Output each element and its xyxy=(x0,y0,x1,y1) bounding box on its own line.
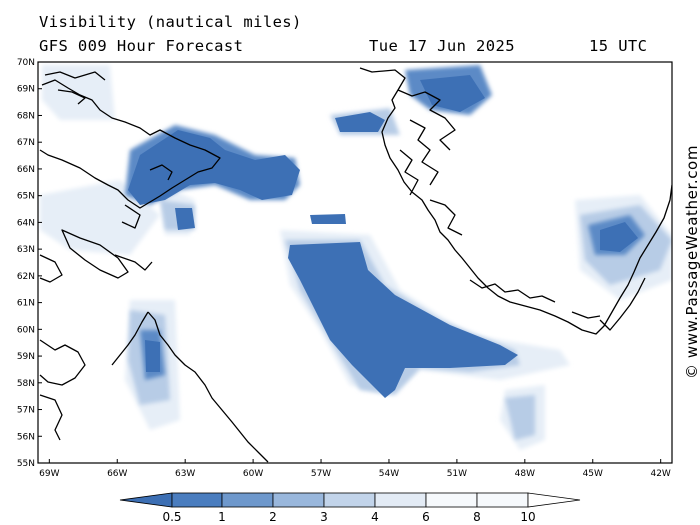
colorbar-label: 2 xyxy=(269,510,277,524)
lon-tick-label: 60W xyxy=(243,469,263,479)
colorbar-label: 4 xyxy=(371,510,379,524)
lon-tick-label: 63W xyxy=(175,469,195,479)
colorbar-label: 10 xyxy=(520,510,535,524)
lat-tick-label: 63N xyxy=(17,245,35,255)
forecast-subtitle: GFS 009 Hour Forecast xyxy=(39,37,244,55)
lat-tick-label: 58N xyxy=(17,379,35,389)
colorbar-label: 1 xyxy=(218,510,226,524)
lon-tick-label: 66W xyxy=(107,469,127,479)
colorbar-label: 8 xyxy=(473,510,481,524)
visibility-shading xyxy=(40,65,672,450)
lat-tick-label: 56N xyxy=(17,432,35,442)
lon-tick-label: 57W xyxy=(311,469,331,479)
lat-tick-label: 55N xyxy=(17,459,35,469)
visibility-colorbar: 0.5 1 2 3 4 6 8 10 xyxy=(119,492,581,524)
colorbar-segment xyxy=(323,492,376,508)
colorbar-segment xyxy=(374,492,427,508)
lon-tick-label: 48W xyxy=(515,469,535,479)
longitude-axis: 69W 66W 63W 60W 57W 54W 51W 48W 45W 42W xyxy=(39,459,671,479)
lat-tick-label: 62N xyxy=(17,272,35,282)
lat-tick-label: 66N xyxy=(17,165,35,175)
colorbar-segment xyxy=(476,492,529,508)
map-frame xyxy=(37,61,673,464)
lat-tick-label: 67N xyxy=(17,138,35,148)
lon-tick-label: 51W xyxy=(447,469,467,479)
latitude-axis: 70N 69N 68N 67N 66N 65N 64N 63N 62N 61N 60N 59N 58N 5… xyxy=(17,58,42,469)
colorbar-segment xyxy=(221,492,274,508)
colorbar-label: 3 xyxy=(320,510,328,524)
lat-tick-label: 64N xyxy=(17,218,35,228)
greenland-coast xyxy=(359,67,672,335)
colorbar-min-extend xyxy=(119,492,173,508)
colorbar-max-extend xyxy=(527,492,581,508)
forecast-date: Tue 17 Jun 2025 xyxy=(369,37,515,55)
colorbar-label: 0.5 xyxy=(162,510,181,524)
copyright-watermark: © www.PassageWeather.com xyxy=(683,144,700,380)
map-title: Visibility (nautical miles) xyxy=(39,13,302,31)
lat-tick-label: 69N xyxy=(17,85,35,95)
lon-tick-label: 54W xyxy=(379,469,399,479)
lon-tick-label: 69W xyxy=(39,469,59,479)
colorbar-segment xyxy=(425,492,478,508)
lat-tick-label: 68N xyxy=(17,111,35,121)
lat-tick-label: 70N xyxy=(17,58,35,68)
coastlines xyxy=(39,67,672,463)
lat-tick-label: 57N xyxy=(17,406,35,416)
colorbar-segment xyxy=(171,492,223,508)
lat-tick-label: 61N xyxy=(17,299,35,309)
lon-tick-label: 45W xyxy=(583,469,603,479)
colorbar-segment xyxy=(272,492,325,508)
colorbar-label: 6 xyxy=(422,510,430,524)
lat-tick-label: 59N xyxy=(17,352,35,362)
lon-tick-label: 42W xyxy=(650,469,670,479)
lat-tick-label: 60N xyxy=(17,325,35,335)
forecast-time: 15 UTC xyxy=(589,37,648,55)
labrador-coast xyxy=(147,311,269,463)
lat-tick-label: 65N xyxy=(17,192,35,202)
baffin-coast xyxy=(39,79,221,209)
